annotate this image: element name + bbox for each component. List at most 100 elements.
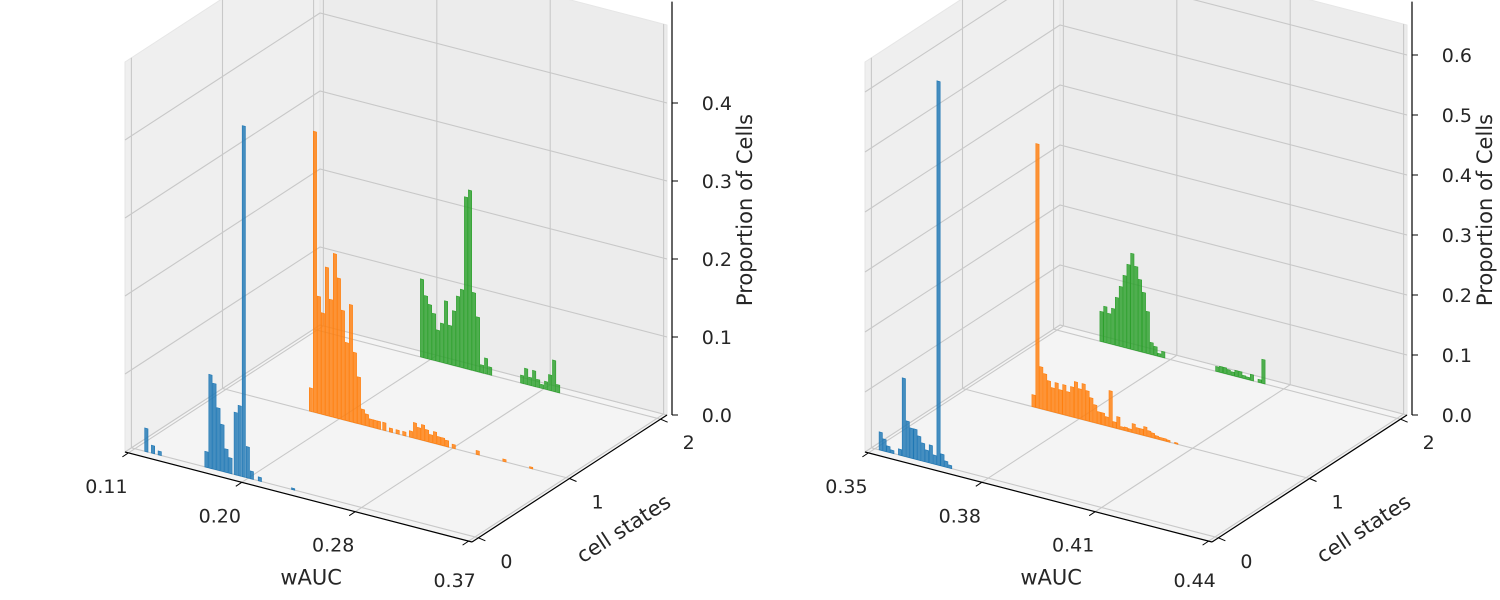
bar: [1122, 274, 1127, 349]
bar: [1143, 426, 1148, 437]
y-tick: [660, 418, 668, 423]
bar: [241, 125, 246, 478]
x-tick: [862, 452, 869, 458]
grid-line-z: [864, 24, 1408, 153]
bar: [428, 303, 433, 361]
bar: [1077, 388, 1082, 420]
bar: [548, 374, 553, 392]
series-state-1: [308, 130, 534, 470]
grid-line-z: [864, 204, 1408, 333]
bar: [1215, 366, 1220, 373]
bar: [441, 437, 446, 447]
z-axis-label: Proportion of Cells: [733, 114, 757, 306]
series-state-0: [144, 125, 296, 491]
bar: [1128, 428, 1132, 433]
bar: [524, 367, 529, 386]
y-tick: [1400, 418, 1408, 423]
series-state-2: [420, 189, 561, 394]
x-tick: [1202, 540, 1209, 546]
x-tick: [462, 540, 469, 546]
bar: [502, 458, 507, 463]
bar: [1115, 296, 1119, 347]
bar: [1147, 430, 1152, 438]
bar: [1250, 373, 1254, 382]
bar: [224, 448, 229, 474]
bar: [445, 439, 450, 448]
bar: [204, 450, 209, 469]
bar: [451, 443, 456, 450]
bar: [882, 438, 887, 453]
grid-line-z: [124, 246, 668, 375]
bar: [364, 413, 369, 427]
bar: [1111, 307, 1116, 346]
bar: [1234, 369, 1239, 378]
x-axis-label: wAUC: [280, 566, 342, 590]
bar: [376, 420, 381, 430]
bar: [917, 435, 922, 462]
bar: [340, 309, 345, 421]
z-tick-label: 0.1: [1442, 345, 1472, 367]
bar: [324, 266, 329, 417]
bar: [382, 421, 387, 432]
z-tick-label: 0.1: [702, 327, 732, 349]
z-tick-label: 0.6: [1442, 45, 1472, 67]
z-tick-label: 0.2: [1442, 285, 1472, 307]
bar: [316, 295, 321, 415]
bar: [1158, 436, 1163, 441]
bar: [890, 449, 895, 455]
bar: [488, 366, 493, 376]
bar: [1155, 435, 1159, 440]
bar: [344, 341, 349, 422]
x-axis-line: [124, 451, 473, 543]
bar: [1050, 387, 1055, 413]
bar: [220, 423, 225, 473]
series-state-0: [878, 80, 953, 470]
bar: [476, 316, 481, 373]
bar: [257, 476, 262, 482]
bar: [475, 450, 480, 456]
bar: [480, 364, 485, 374]
bar: [249, 470, 254, 480]
y-tick-label: 2: [1423, 432, 1435, 454]
bar: [440, 322, 445, 364]
bar: [1074, 381, 1078, 419]
bar: [1166, 439, 1171, 443]
bar: [1135, 427, 1140, 435]
bar: [312, 130, 317, 414]
bar: [913, 428, 918, 461]
x-tick-label: 0.37: [433, 570, 475, 592]
bar: [420, 278, 425, 359]
bar: [320, 312, 325, 416]
x-tick-label: 0.38: [939, 505, 981, 527]
z-tick-label: 0.0: [1442, 405, 1472, 427]
bar: [424, 295, 429, 360]
bar: [1116, 416, 1121, 430]
bar: [402, 430, 407, 437]
bar: [1145, 310, 1150, 355]
bar: [944, 460, 949, 469]
bar: [1134, 265, 1139, 352]
bar: [421, 424, 426, 442]
z-tick-label: 0.3: [1442, 225, 1472, 247]
x-tick: [1088, 511, 1096, 517]
bar: [237, 404, 242, 477]
bar: [1226, 369, 1231, 376]
x-tick: [235, 481, 243, 487]
x-axis-label: wAUC: [1020, 566, 1082, 590]
bar: [456, 295, 461, 368]
x-tick-label: 0.20: [199, 505, 241, 527]
bar: [417, 426, 422, 441]
bar: [901, 377, 906, 458]
bar: [1131, 423, 1136, 434]
bar: [1089, 397, 1094, 423]
bar: [444, 300, 449, 365]
bar: [332, 253, 337, 419]
grid-line-z: [124, 90, 668, 219]
bar: [1043, 373, 1048, 411]
bar: [356, 376, 361, 425]
bar: [452, 310, 457, 367]
bar: [1058, 389, 1063, 415]
y-tick: [569, 478, 577, 482]
chart-1: 0.11 0.20 0.28 0.37 0 1 2 0.0 0.1 0.2 0.3 0.4 wAUC ce…: [85, 0, 757, 592]
